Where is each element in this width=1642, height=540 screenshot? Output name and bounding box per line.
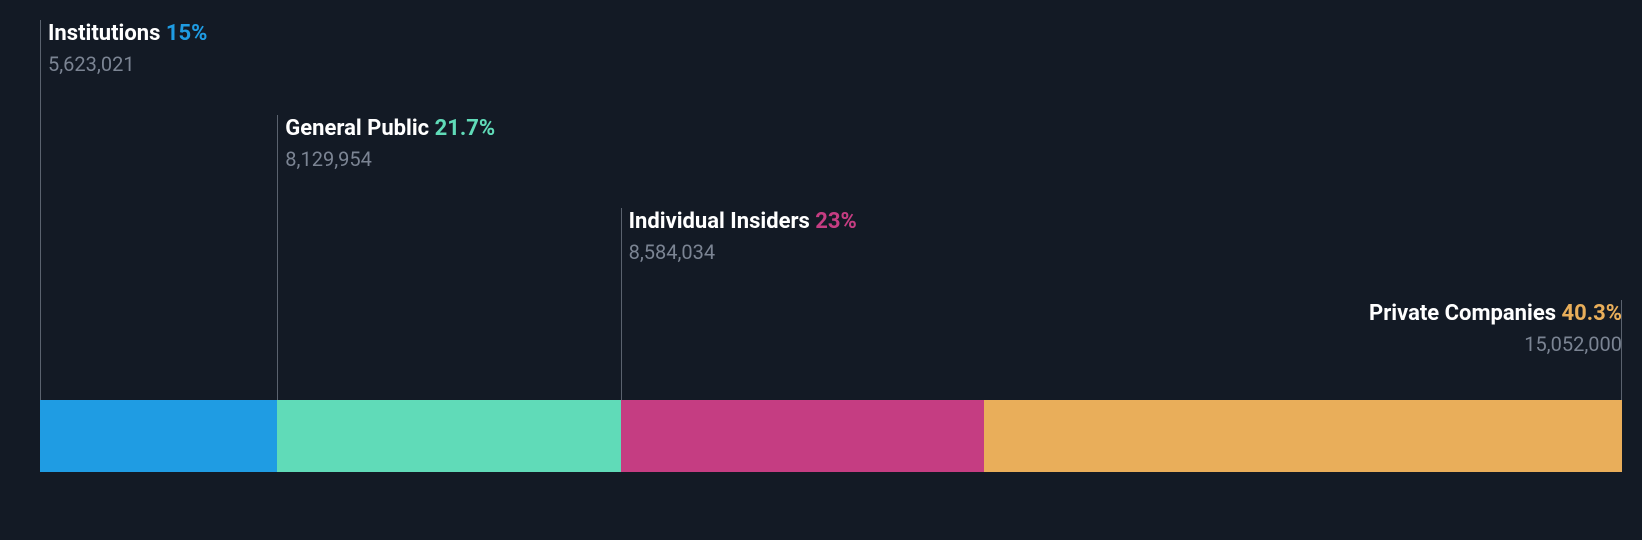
- segment-percent: 23%: [815, 209, 857, 234]
- labels-area: Institutions 15% 5,623,021 General Publi…: [40, 0, 1622, 400]
- segment-percent: 15%: [166, 21, 208, 46]
- bar-segment-individual-insiders: [621, 400, 985, 472]
- label-text: Individual Insiders 23% 8,584,034: [629, 208, 857, 264]
- segment-percent: 21.7%: [435, 116, 496, 141]
- segment-value: 8,129,954: [285, 147, 495, 171]
- segment-value: 15,052,000: [1369, 332, 1622, 356]
- ownership-chart: Institutions 15% 5,623,021 General Publi…: [0, 0, 1642, 540]
- label-text: Institutions 15% 5,623,021: [48, 20, 207, 76]
- segment-name: General Public: [285, 116, 429, 141]
- tick-line: [277, 115, 278, 400]
- label-text: General Public 21.7% 8,129,954: [285, 115, 495, 171]
- tick-line: [40, 20, 41, 400]
- bar-segment-general-public: [277, 400, 620, 472]
- segment-name: Individual Insiders: [629, 209, 810, 234]
- bar-segment-institutions: [40, 400, 277, 472]
- label-group-private-companies: Private Companies 40.3% 15,052,000: [984, 0, 1622, 400]
- segment-percent: 40.3%: [1561, 301, 1622, 326]
- segment-name: Institutions: [48, 21, 160, 46]
- segment-value: 5,623,021: [48, 52, 207, 76]
- bar-segment-private-companies: [984, 400, 1622, 472]
- segment-value: 8,584,034: [629, 240, 857, 264]
- tick-line: [621, 208, 622, 400]
- segment-name: Private Companies: [1369, 301, 1556, 326]
- bar-track: [40, 400, 1622, 472]
- label-text: Private Companies 40.3% 15,052,000: [1369, 300, 1622, 356]
